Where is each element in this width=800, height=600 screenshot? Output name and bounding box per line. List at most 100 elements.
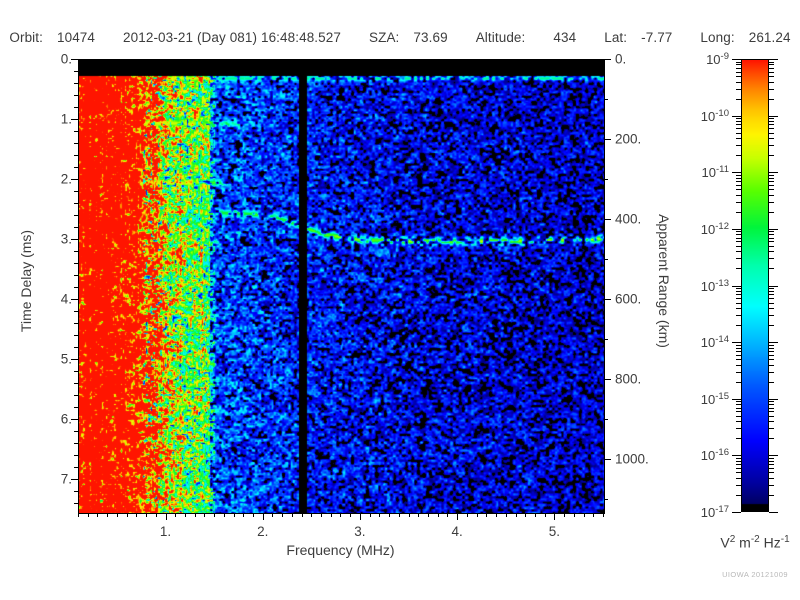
x-tick [496,513,497,517]
x-tick [146,513,147,517]
colorbar-minor-tick [769,458,774,459]
colorbar-wrap [741,59,769,512]
y2-tick [604,179,608,180]
colorbar-minor-tick [736,175,741,176]
colorbar-tick-label: 10-9 [706,50,729,68]
colorbar-minor-tick [769,428,774,429]
unit-m-exp: -2 [750,534,760,545]
y-tick-label: 7. [60,471,72,487]
colorbar-tick [732,399,741,400]
colorbar-minor-tick [736,411,741,412]
colorbar-minor-tick [736,241,741,242]
colorbar-minor-tick [736,291,741,292]
y-tick [74,191,78,192]
colorbar-tick-label: 10-10 [700,107,729,125]
y-tick [74,323,78,324]
unit-m: m [735,534,751,551]
x-tick [88,513,89,517]
x-tick [166,513,167,520]
y2-tick [604,459,611,460]
colorbar-minor-tick [736,185,741,186]
colorbar-minor-tick [769,89,774,90]
x-tick [418,513,419,517]
colorbar-minor-tick [736,246,741,247]
y-tick [71,299,78,300]
colorbar-minor-tick [736,359,741,360]
y-tick [71,179,78,180]
x-tick [311,513,312,517]
colorbar-minor-tick [769,468,774,469]
x-tick [302,513,303,517]
colorbar-minor-tick [769,124,774,125]
colorbar-unit-label: V2 m-2 Hz-1 [700,534,800,551]
colorbar-minor-tick [736,82,741,83]
colorbar-minor-tick [769,64,774,65]
y-tick [74,491,78,492]
colorbar-minor-tick [736,372,741,373]
x-tick [78,513,79,517]
colorbar-tick [732,512,741,513]
colorbar-minor-tick [736,428,741,429]
x-tick [224,513,225,517]
colorbar-minor-tick [736,124,741,125]
x-tick [321,513,322,517]
y-tick [71,239,78,240]
y-tick [74,95,78,96]
colorbar-minor-tick [736,212,741,213]
colorbar-minor-tick [736,195,741,196]
x-tick [243,513,244,517]
colorbar-minor-tick [736,438,741,439]
colorbar-minor-tick [736,345,741,346]
y2-tick [604,259,608,260]
colorbar-minor-tick [736,351,741,352]
colorbar-minor-tick [736,72,741,73]
x-tick [117,513,118,517]
altitude-value: 434 [553,29,577,45]
colorbar-tick [732,59,741,60]
colorbar-minor-tick [769,303,774,304]
y-tick [74,443,78,444]
colorbar-minor-tick [769,382,774,383]
y2-tick-label: 200. [615,131,642,147]
colorbar-tick [769,342,778,343]
colorbar-minor-tick [736,478,741,479]
x-tick [409,513,410,517]
colorbar-minor-tick [769,404,774,405]
colorbar-minor-tick [736,234,741,235]
figure-credit: UIOWA 20121009 [722,570,788,579]
colorbar-tick-label: 10-11 [701,163,730,181]
colorbar-minor-tick [736,99,741,100]
colorbar-minor-tick [769,62,774,63]
x-tick [477,513,478,517]
x-tick [175,513,176,517]
colorbar-minor-tick [769,416,774,417]
colorbar-minor-tick [736,404,741,405]
y-tick [74,455,78,456]
x-tick [360,513,361,520]
y-tick [74,347,78,348]
colorbar-tick [732,172,741,173]
x-tick-label: 2. [257,524,269,539]
y-tick-label: 5. [60,351,72,367]
x-tick [282,513,283,517]
colorbar-minor-tick [769,76,774,77]
sza-value: 73.69 [413,29,448,45]
x-tick [214,513,215,517]
colorbar-minor-tick [736,258,741,259]
y-tick-label: 6. [60,411,72,427]
y-tick [74,131,78,132]
colorbar-minor-tick [769,238,774,239]
colorbar-tick [732,342,741,343]
x-tick [399,513,400,517]
x-tick [350,513,351,517]
colorbar-tick [769,172,778,173]
colorbar-minor-tick [769,195,774,196]
long-label: Long: [700,29,735,45]
x-tick [438,513,439,517]
x-tick [467,513,468,517]
colorbar-minor-tick [769,118,774,119]
x-tick [379,513,380,517]
colorbar-minor-tick [736,133,741,134]
colorbar-tick-label: 10-17 [700,503,729,521]
x-tick-label: 1. [159,524,172,539]
